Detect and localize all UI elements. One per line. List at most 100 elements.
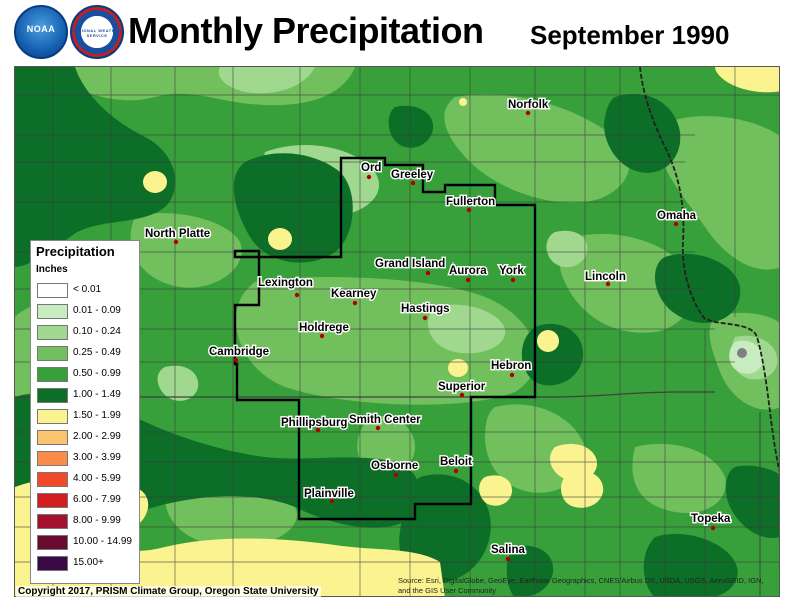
legend-item: < 0.01: [37, 283, 137, 298]
city-plainville[interactable]: Plainville: [303, 487, 355, 504]
noaa-logo-text: NOAA: [26, 24, 56, 34]
legend-item: 0.25 - 0.49: [37, 346, 137, 361]
city-label: Osborne: [371, 460, 418, 472]
nws-logo: NATIONAL WEATHER SERVICE: [70, 5, 124, 59]
legend-label: 10.00 - 14.99: [73, 536, 132, 547]
city-label: Topeka: [691, 513, 731, 525]
legend-label: 2.00 - 2.99: [73, 431, 121, 442]
city-smith-center[interactable]: Smith Center: [348, 413, 422, 431]
legend-item: 15.00+: [37, 556, 137, 571]
city-label: Fullerton: [446, 196, 495, 208]
legend-item: 6.00 - 7.99: [37, 493, 137, 508]
city-holdrege[interactable]: Holdrege: [298, 321, 350, 339]
city-label: Omaha: [657, 210, 697, 222]
legend: Precipitation Inches < 0.01 0.01 - 0.09 0.…: [30, 240, 140, 584]
city-label: Smith Center: [349, 414, 421, 426]
legend-label: 0.01 - 0.09: [73, 305, 121, 316]
legend-label: 0.25 - 0.49: [73, 347, 121, 358]
legend-item: 0.50 - 0.99: [37, 367, 137, 382]
legend-swatch: [37, 514, 68, 529]
city-north-platte[interactable]: North Platte: [144, 227, 212, 245]
legend-label: 4.00 - 5.99: [73, 473, 121, 484]
legend-swatch: [37, 367, 68, 382]
legend-swatch: [37, 283, 68, 298]
state-border-ne-ks: [15, 391, 715, 398]
city-ord[interactable]: Ord: [360, 161, 383, 180]
legend-units: Inches: [36, 264, 68, 275]
legend-item: 1.50 - 1.99: [37, 409, 137, 424]
city-york[interactable]: York: [498, 264, 526, 283]
city-fullerton[interactable]: Fullerton: [445, 195, 497, 213]
city-osborne[interactable]: Osborne: [370, 459, 420, 478]
map-title: Monthly Precipitation: [128, 10, 484, 51]
legend-item: 0.01 - 0.09: [37, 304, 137, 319]
city-label: Hebron: [491, 360, 531, 372]
city-superior[interactable]: Superior: [437, 380, 487, 398]
legend-label: 0.10 - 0.24: [73, 326, 121, 337]
city-cambridge[interactable]: Cambridge: [208, 345, 270, 363]
city-markers: Norfolk Ord Greeley Fullerton North Plat…: [144, 98, 732, 562]
city-label: Grand Island: [375, 258, 445, 270]
legend-swatch: [37, 409, 68, 424]
legend-item: 0.10 - 0.24: [37, 325, 137, 340]
legend-item: 8.00 - 9.99: [37, 514, 137, 529]
city-label: Greeley: [391, 169, 434, 181]
legend-item: 10.00 - 14.99: [37, 535, 137, 550]
city-lincoln[interactable]: Lincoln: [584, 270, 627, 287]
city-hebron[interactable]: Hebron: [490, 359, 533, 378]
legend-item: 1.00 - 1.49: [37, 388, 137, 403]
source-attribution: Source: Esri, DigitalGlobe, GeoEye, Eart…: [398, 576, 764, 595]
city-label: Lincoln: [585, 271, 626, 283]
precip-001-009: [729, 340, 763, 374]
city-label: Norfolk: [508, 99, 549, 111]
city-salina[interactable]: Salina: [490, 543, 527, 562]
city-grand-island[interactable]: Grand Island: [374, 257, 447, 276]
city-label: Hastings: [401, 303, 450, 315]
city-lexington[interactable]: Lexington: [257, 276, 314, 298]
legend-title: Precipitation: [36, 244, 115, 259]
city-hastings[interactable]: Hastings: [400, 302, 451, 321]
city-label: Kearney: [331, 288, 377, 300]
city-label: Cambridge: [209, 346, 269, 358]
noaa-logo: NOAA: [14, 5, 68, 59]
city-label: Superior: [438, 381, 486, 393]
city-label: Beloit: [440, 456, 472, 468]
legend-label: 1.00 - 1.49: [73, 389, 121, 400]
precip-pocket: [737, 348, 747, 358]
header: NOAA NATIONAL WEATHER SERVICE Monthly Pr…: [0, 0, 792, 66]
city-topeka[interactable]: Topeka: [690, 512, 732, 531]
city-phillipsburg[interactable]: Phillipsburg: [280, 416, 349, 433]
legend-swatch: [37, 430, 68, 445]
county-lines: [15, 67, 779, 596]
city-label: Plainville: [304, 488, 354, 500]
legend-item: 4.00 - 5.99: [37, 472, 137, 487]
legend-label: 1.50 - 1.99: [73, 410, 121, 421]
legend-item: 3.00 - 3.99: [37, 451, 137, 466]
legend-swatch: [37, 451, 68, 466]
city-label: Phillipsburg: [281, 417, 347, 429]
legend-label: 15.00+: [73, 557, 104, 568]
legend-swatch: [37, 472, 68, 487]
legend-swatch: [37, 493, 68, 508]
legend-swatch: [37, 325, 68, 340]
legend-label: 0.50 - 0.99: [73, 368, 121, 379]
nws-logo-text: NATIONAL WEATHER SERVICE: [72, 28, 122, 38]
legend-swatch: [37, 346, 68, 361]
city-kearney[interactable]: Kearney: [330, 287, 378, 306]
city-norfolk[interactable]: Norfolk: [507, 98, 550, 116]
legend-swatch: [37, 556, 68, 571]
city-aurora[interactable]: Aurora: [448, 264, 489, 283]
city-label: York: [499, 265, 524, 277]
legend-label: 8.00 - 9.99: [73, 515, 121, 526]
legend-swatch: [37, 535, 68, 550]
city-label: Lexington: [258, 277, 313, 289]
city-beloit[interactable]: Beloit: [439, 455, 474, 474]
city-label: North Platte: [145, 228, 210, 240]
city-omaha[interactable]: Omaha: [656, 209, 698, 227]
study-region-outline: [233, 156, 537, 521]
legend-item: 2.00 - 2.99: [37, 430, 137, 445]
city-greeley[interactable]: Greeley: [390, 168, 435, 186]
copyright-text: Copyright 2017, PRISM Climate Group, Ore…: [16, 586, 321, 597]
city-label: Salina: [491, 544, 525, 556]
city-label: Aurora: [449, 265, 487, 277]
